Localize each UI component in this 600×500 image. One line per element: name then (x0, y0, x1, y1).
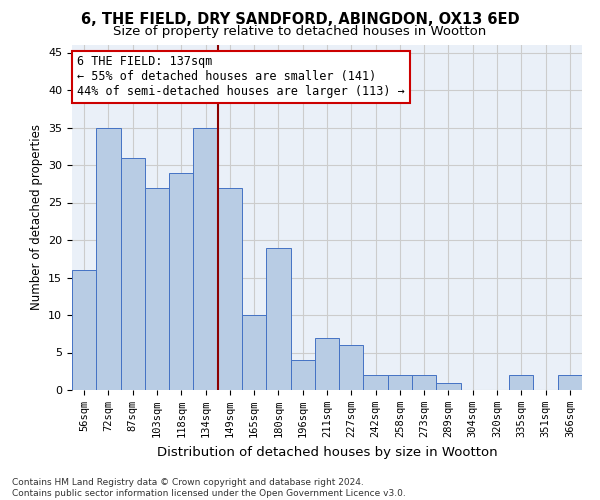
Bar (72, 270, 96, 390)
Bar (509, 375, 533, 390)
Bar (193, 128, 218, 390)
Bar (364, 375, 388, 390)
Text: 6, THE FIELD, DRY SANDFORD, ABINGDON, OX13 6ED: 6, THE FIELD, DRY SANDFORD, ABINGDON, OX… (80, 12, 520, 28)
Bar (242, 315, 266, 390)
Bar (169, 172, 193, 390)
X-axis label: Distribution of detached houses by size in Wootton: Distribution of detached houses by size … (157, 446, 497, 458)
Text: Contains HM Land Registry data © Crown copyright and database right 2024.
Contai: Contains HM Land Registry data © Crown c… (12, 478, 406, 498)
Bar (145, 188, 169, 390)
Bar (339, 345, 364, 390)
Bar (388, 375, 412, 390)
Bar (218, 188, 242, 390)
Text: Size of property relative to detached houses in Wootton: Size of property relative to detached ho… (113, 25, 487, 38)
Bar (558, 375, 582, 390)
Bar (121, 158, 145, 390)
Bar (290, 360, 315, 390)
Bar (315, 338, 339, 390)
Y-axis label: Number of detached properties: Number of detached properties (29, 124, 43, 310)
Text: 6 THE FIELD: 137sqm
← 55% of detached houses are smaller (141)
44% of semi-detac: 6 THE FIELD: 137sqm ← 55% of detached ho… (77, 56, 405, 98)
Bar (436, 382, 461, 390)
Bar (266, 248, 290, 390)
Bar (96, 128, 121, 390)
Bar (412, 375, 436, 390)
